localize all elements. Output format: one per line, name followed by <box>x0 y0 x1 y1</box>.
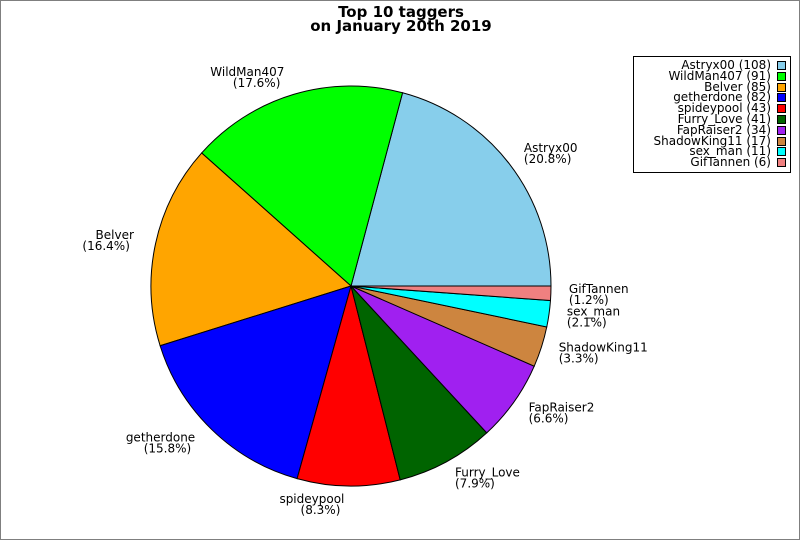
legend-swatch-4 <box>777 104 786 114</box>
slice-percent-2: (16.4%) <box>82 239 129 253</box>
legend-label-4: spideypool (43) <box>677 101 771 116</box>
legend-label-2: Belver (85) <box>704 79 771 94</box>
legend-swatch-7 <box>777 136 786 146</box>
pie-slice-0 <box>350 92 552 287</box>
slice-percent-4: (8.3%) <box>301 503 341 517</box>
legend-label-8: sex_man (11) <box>689 144 771 159</box>
slice-label-4: spideypool <box>279 492 344 506</box>
slice-label-2: Belver <box>96 228 134 242</box>
legend-item-6: FapRaiser2 (34) <box>676 122 786 137</box>
slice-label-5: Furry_Love <box>455 466 520 480</box>
slice-label-6: FapRaiser2 <box>529 400 595 414</box>
slice-percent-7: (3.3%) <box>559 351 599 365</box>
legend-item-4: spideypool (43) <box>677 101 786 116</box>
chart-subtitle: on January 20th 2019 <box>310 17 492 35</box>
slice-label-1: WildMan407 <box>210 65 284 79</box>
legend-label-0: Astryx00 (108) <box>681 58 771 72</box>
legend-item-2: Belver (85) <box>704 79 786 94</box>
legend-item-3: getherdone (82) <box>673 90 786 105</box>
legend-swatch-3 <box>777 93 786 103</box>
legend-item-7: ShadowKing11 (17) <box>653 133 786 148</box>
slice-percent-1: (17.6%) <box>233 76 280 90</box>
pie-slice-9 <box>350 285 552 302</box>
legend-label-6: FapRaiser2 (34) <box>676 122 771 137</box>
legend-swatch-8 <box>777 147 786 157</box>
slice-percent-5: (7.9%) <box>455 477 495 491</box>
legend-label-1: WildMan407 (91) <box>668 68 771 83</box>
pie-slice-1 <box>200 85 404 287</box>
legend-swatch-9 <box>777 158 786 168</box>
slice-label-0: Astryx00 <box>524 141 578 155</box>
chart-title: Top 10 taggers <box>338 3 464 21</box>
pie-slice-3 <box>159 285 352 480</box>
slice-percent-6: (6.6%) <box>529 411 569 425</box>
legend-item-8: sex_man (11) <box>689 144 786 159</box>
legend-item-9: GifTannen (6) <box>690 155 786 170</box>
legend-swatch-1 <box>777 71 786 81</box>
legend-swatch-2 <box>777 82 786 92</box>
legend-item-1: WildMan407 (91) <box>668 68 786 83</box>
pie-slice-4 <box>296 284 401 487</box>
slice-percent-0: (20.8%) <box>524 152 571 166</box>
legend-item-5: Furry_Love (41) <box>677 112 786 126</box>
slice-label-8: sex_man <box>567 304 620 318</box>
legend: Astryx00 (108) WildMan407 (91) Belver (85)… <box>633 56 791 173</box>
legend-swatch-6 <box>777 125 786 135</box>
slice-percent-3: (15.8%) <box>144 442 191 456</box>
legend-item-0: Astryx00 (108) <box>681 58 786 72</box>
slice-label-9: GifTannen <box>569 282 629 296</box>
legend-label-7: ShadowKing11 (17) <box>653 133 772 148</box>
legend-label-9: GifTannen (6) <box>690 155 771 170</box>
pie-slice-2 <box>150 152 352 347</box>
slice-label-7: ShadowKing11 <box>559 340 648 354</box>
slice-percent-9: (1.2%) <box>569 293 609 307</box>
slice-percent-8: (2.1%) <box>567 315 607 329</box>
slice-label-3: getherdone <box>126 431 195 445</box>
legend-label-5: Furry_Love (41) <box>677 112 771 126</box>
pie-slice-5 <box>350 285 488 481</box>
legend-swatch-5 <box>777 115 786 124</box>
legend-swatch-0 <box>777 61 786 70</box>
legend-label-3: getherdone (82) <box>673 90 771 105</box>
